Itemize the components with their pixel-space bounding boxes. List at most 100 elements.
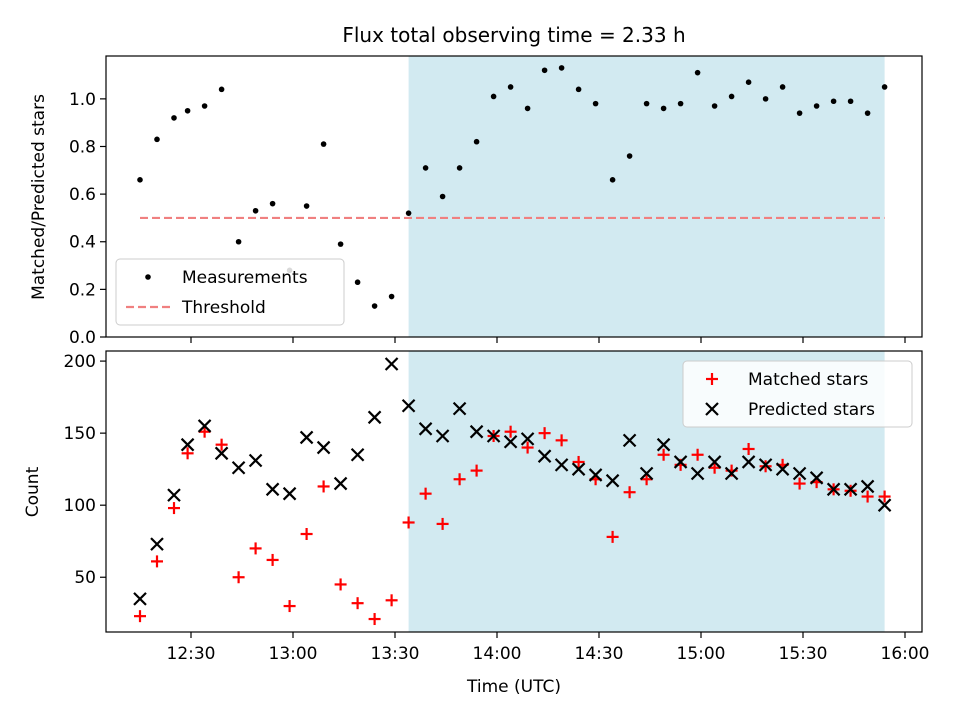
measurement-point-22 [507, 84, 514, 90]
ratio-legend-marker-measurements [145, 274, 151, 280]
measurement-point-25 [558, 65, 565, 71]
matched-star-point-11 [317, 480, 330, 493]
measurement-point-8 [269, 200, 276, 207]
measurement-point-35 [728, 93, 735, 100]
predicted-star-point-14 [367, 410, 382, 425]
ratio-y-axis-ticks: 0.0 0.2 0.4 0.6 0.8 1.0 [69, 90, 106, 348]
matched-star-point-2 [168, 502, 180, 515]
predicted-star-point-42 [843, 482, 858, 497]
measurement-point-5 [218, 86, 225, 93]
matched-star-point-44 [878, 490, 891, 503]
measurement-point-28 [609, 177, 616, 183]
matched-star-point-31 [657, 448, 670, 461]
predicted-star-point-34 [707, 455, 722, 469]
count-x-tick-label-0: 12:30 [167, 644, 216, 664]
measurement-point-7 [252, 207, 259, 214]
ratio-legend-box [115, 258, 345, 326]
count-legend-label-matched: Matched stars [748, 370, 868, 390]
matched-star-point-17 [419, 487, 432, 500]
matched-star-point-0 [134, 610, 146, 623]
count-x-tick-label-7: 16:00 [881, 644, 930, 664]
matched-star-point-19 [453, 473, 466, 486]
matched-star-point-23 [521, 441, 534, 454]
predicted-star-point-33 [690, 466, 705, 481]
measurement-point-26 [575, 86, 582, 93]
matched-star-point-25 [555, 434, 568, 447]
count-x-tick-label-4: 14:30 [575, 644, 624, 664]
matched-star-point-3 [181, 447, 194, 460]
predicted-star-point-44 [877, 498, 892, 512]
measurement-point-3 [184, 107, 191, 114]
measurement-point-21 [490, 93, 497, 100]
predicted-star-point-38 [775, 462, 790, 476]
ratio-panel-frame [105, 55, 923, 338]
count-x-tick-label-1: 13:00 [269, 644, 318, 664]
predicted-star-point-15 [384, 357, 399, 371]
predicted-star-point-17 [418, 422, 433, 436]
predicted-star-point-13 [350, 447, 365, 462]
ratio-y-tick-label-0: 0.0 [69, 328, 96, 348]
measurement-point-38 [779, 84, 786, 90]
matched-star-point-15 [385, 594, 398, 607]
predicted-star-point-8 [265, 482, 280, 497]
matched-star-point-5 [215, 438, 228, 451]
measurement-point-16 [405, 210, 412, 216]
predicted-star-point-4 [197, 419, 212, 433]
matched-star-point-22 [504, 425, 517, 438]
count-x-tick-label-3: 14:00 [473, 644, 522, 664]
count-legend: Matched stars Predicted stars [682, 360, 913, 428]
matched-star-point-1 [151, 555, 163, 568]
count-x-tick-label-6: 15:30 [779, 644, 828, 664]
count-legend-label-predicted: Predicted stars [748, 400, 875, 420]
matched-star-point-9 [283, 600, 296, 613]
count-legend-marker-matched [706, 373, 718, 385]
measurement-point-19 [456, 165, 463, 171]
predicted-star-point-29 [622, 433, 637, 448]
predicted-star-point-22 [503, 435, 518, 449]
measurement-point-39 [796, 110, 803, 116]
count-y-tick-label-0: 50 [74, 568, 96, 588]
predicted-star-point-28 [605, 473, 620, 488]
measurement-point-14 [371, 303, 378, 309]
ratio-panel-highlight-span [408, 56, 885, 337]
measurement-point-42 [847, 98, 854, 105]
measurement-point-40 [813, 103, 820, 109]
predicted-star-point-39 [792, 466, 807, 481]
count-x-axis-ticks: 12:30 13:00 13:30 14:00 14:30 15:00 15:30 16:00 [167, 632, 930, 664]
predicted-star-point-16 [401, 398, 416, 413]
predicted-star-point-27 [588, 468, 603, 482]
measurement-point-29 [626, 153, 633, 159]
predicted-star-point-11 [316, 440, 331, 455]
measurement-point-10 [303, 203, 310, 209]
measurement-point-1 [154, 136, 160, 143]
matched-star-point-13 [351, 597, 364, 610]
count-legend-marker-predicted [705, 402, 719, 416]
measurement-point-33 [694, 69, 701, 76]
matched-star-point-43 [861, 490, 874, 503]
predicted-star-point-31 [656, 437, 671, 452]
count-y-axis-ticks: 50 100 150 200 [64, 352, 106, 588]
matched-star-points [134, 425, 891, 626]
count-panel: 50 100 150 200 12:30 13:00 13:30 14:00 14:30 15:… [23, 350, 930, 697]
ratio-y-tick-label-5: 1.0 [69, 90, 96, 110]
count-panel-frame [105, 350, 923, 633]
measurement-point-37 [762, 96, 769, 102]
matched-star-point-29 [623, 486, 636, 499]
predicted-star-point-6 [231, 460, 246, 475]
count-x-tick-label-2: 13:30 [371, 644, 420, 664]
matched-star-point-6 [232, 571, 245, 584]
ratio-y-tick-label-2: 0.4 [69, 233, 96, 253]
matched-star-point-39 [793, 477, 806, 490]
count-x-tick-label-5: 15:00 [677, 644, 726, 664]
predicted-star-point-5 [214, 446, 229, 461]
measurement-point-4 [201, 103, 208, 109]
matched-star-point-26 [572, 455, 585, 468]
predicted-star-point-9 [282, 486, 297, 501]
count-legend-box [682, 360, 913, 428]
measurement-point-17 [422, 165, 429, 171]
matched-star-point-24 [538, 427, 551, 440]
measurement-point-0 [137, 177, 143, 183]
measurement-point-18 [439, 193, 446, 200]
predicted-star-point-21 [486, 429, 501, 443]
